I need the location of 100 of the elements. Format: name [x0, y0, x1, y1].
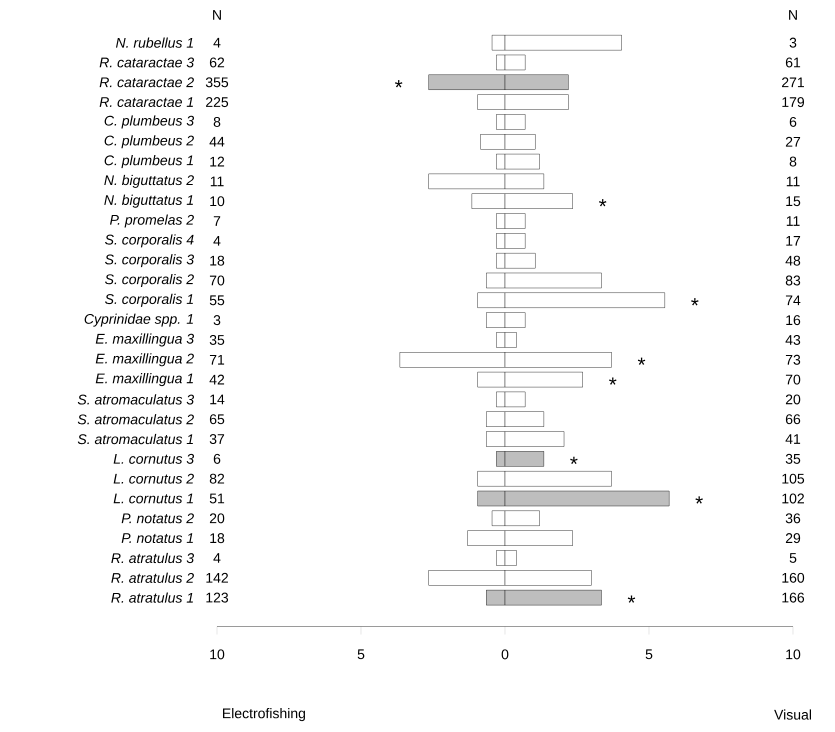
annotation: * — [695, 496, 703, 504]
annotation: 4 — [213, 38, 220, 48]
text: N — [789, 10, 797, 20]
annotation: 83 — [786, 276, 800, 286]
y-tick-label: E. maxillingua 3 — [96, 334, 194, 347]
y-tick-label: Cyprinidae spp. 1 — [84, 314, 193, 327]
y-tick-label: R. atratulus 3 — [111, 553, 194, 564]
annotation: 29 — [786, 533, 800, 544]
y-tick-label: P. notatus 1 — [122, 533, 193, 544]
y-tick-label: C. plumbeus 3 — [104, 116, 194, 129]
annotation: * — [691, 298, 699, 306]
annotation: 8 — [790, 156, 796, 167]
y-tick-label: S. atromaculatus 3 — [78, 394, 194, 405]
y-tick-label: E. maxillingua 1 — [96, 373, 193, 386]
annotation: 62 — [210, 58, 224, 68]
y-tick-label: R. atratulus 1 — [111, 592, 193, 603]
annotation: * — [598, 199, 606, 207]
annotation: 20 — [210, 514, 224, 524]
annotation: 123 — [206, 592, 228, 603]
annotation: 4 — [213, 236, 220, 246]
y-tick-label: C. plumbeus 2 — [104, 135, 194, 148]
y-tick-label: S. corporalis 3 — [105, 254, 194, 268]
annotation: 73 — [786, 355, 800, 365]
annotation: 7 — [214, 216, 220, 226]
annotation: 14 — [210, 394, 224, 404]
annotation: 42 — [210, 374, 224, 385]
annotation: 5 — [790, 553, 796, 564]
y-tick-label: L. cornutus 1 — [114, 494, 193, 504]
y-tick-label: N. biguttatus 1 — [104, 194, 193, 208]
annotation: 66 — [786, 414, 800, 424]
annotation: 43 — [786, 335, 800, 346]
annotation: 16 — [786, 315, 800, 326]
annotation: * — [570, 456, 578, 464]
annotation: 6 — [214, 454, 220, 464]
annotation: 11 — [786, 176, 800, 186]
annotation: 10 — [210, 196, 224, 206]
annotation: 27 — [786, 137, 800, 147]
annotation: * — [638, 358, 646, 366]
annotation: 12 — [210, 156, 224, 167]
annotation: 41 — [786, 434, 800, 444]
annotation: 35 — [210, 335, 224, 346]
annotation: 3 — [214, 315, 220, 326]
text: Electrofishing — [223, 708, 305, 722]
annotation: 20 — [786, 394, 800, 405]
annotation: 44 — [210, 137, 224, 147]
y-tick-label: C. plumbeus 1 — [104, 155, 193, 168]
y-tick-label: L. cornutus 3 — [114, 454, 194, 464]
annotation: 11 — [786, 216, 800, 226]
annotation: 3 — [790, 38, 796, 48]
x-tick-label: 10 — [786, 650, 800, 660]
y-tick-label: P. notatus 2 — [122, 514, 194, 524]
annotation: 355 — [206, 78, 228, 88]
annotation: * — [628, 596, 636, 603]
x-tick-label: 0 — [502, 650, 508, 660]
annotation: 225 — [206, 97, 228, 108]
annotation: 179 — [782, 97, 804, 108]
y-tick-label: S. corporalis 4 — [105, 234, 194, 248]
annotation: 17 — [786, 236, 800, 246]
y-tick-label: S. corporalis 1 — [105, 294, 193, 308]
x-tick-label: 5 — [358, 650, 364, 660]
y-tick-label: R. cataractae 2 — [100, 78, 194, 88]
y-tick-label: N. biguttatus 2 — [104, 175, 194, 188]
y-tick-label: R. atratulus 2 — [111, 572, 194, 584]
annotation: 55 — [210, 296, 224, 306]
annotation: 142 — [206, 573, 228, 583]
annotation: 11 — [210, 176, 224, 186]
y-tick-label: L. cornutus 2 — [114, 474, 194, 484]
annotation: 271 — [782, 78, 804, 88]
y-tick-label: E. maxillingua 2 — [96, 353, 194, 367]
annotation: 65 — [210, 414, 224, 424]
annotation: 4 — [213, 553, 220, 564]
annotation: 71 — [210, 355, 224, 365]
x-tick-label: 10 — [210, 650, 224, 660]
y-tick-label: R. cataractae 3 — [100, 58, 194, 68]
annotation: 6 — [790, 117, 796, 128]
annotation: 82 — [210, 474, 224, 484]
annotation: * — [609, 378, 616, 385]
annotation: 15 — [786, 196, 800, 206]
annotation: 166 — [782, 592, 804, 603]
annotation: 102 — [782, 494, 804, 504]
annotation: * — [394, 80, 402, 88]
y-tick-label: N. rubellus 1 — [116, 38, 193, 48]
annotation: 70 — [210, 276, 224, 286]
annotation: 18 — [210, 256, 224, 266]
annotation: 8 — [214, 117, 220, 128]
y-tick-label: S. atromaculatus 1 — [78, 434, 193, 444]
annotation: 105 — [782, 474, 804, 484]
annotation: 160 — [782, 573, 804, 583]
annotation: 61 — [786, 58, 800, 68]
annotation: 48 — [786, 256, 800, 266]
text: Visual — [774, 710, 811, 720]
y-tick-label: P. promelas 2 — [110, 214, 194, 228]
annotation: 51 — [210, 494, 224, 504]
text: N — [213, 10, 221, 20]
y-tick-label: R. cataractae 1 — [100, 97, 193, 108]
annotation: 35 — [786, 454, 800, 464]
y-tick-label: S. atromaculatus 2 — [78, 414, 194, 425]
annotation: 70 — [786, 374, 800, 385]
y-tick-label: S. corporalis 2 — [105, 274, 194, 288]
annotation: 36 — [786, 514, 800, 524]
